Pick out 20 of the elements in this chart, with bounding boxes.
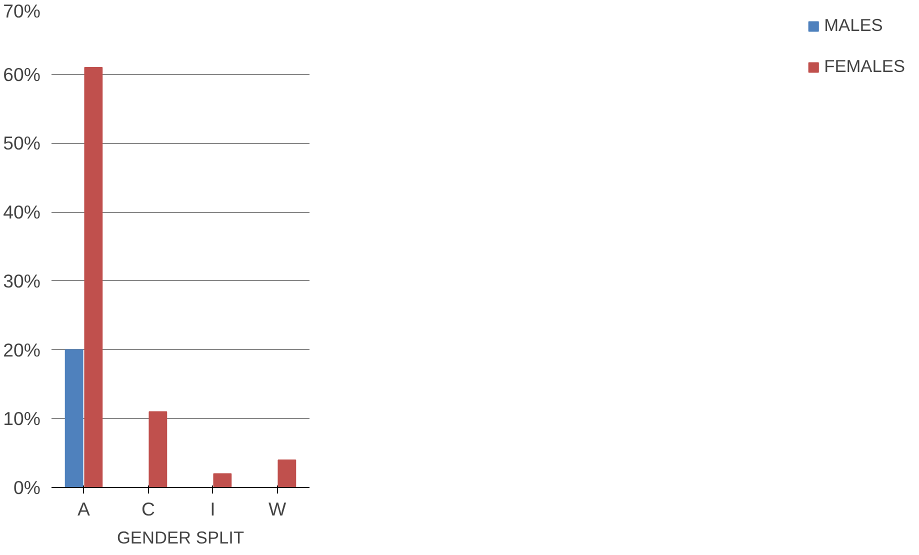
x-tick-label: I: [210, 498, 216, 520]
x-tick-label: W: [268, 498, 286, 520]
bar: [213, 473, 232, 488]
y-tick-label: 10%: [3, 408, 41, 430]
legend-label: FEMALES: [824, 56, 905, 77]
y-tick-label: 50%: [3, 132, 41, 154]
legend-label: MALES: [824, 15, 883, 36]
y-tick-label: 60%: [3, 64, 41, 85]
y-tick-label: 40%: [3, 202, 41, 223]
x-tick-label: C: [142, 498, 155, 520]
y-tick-label: 20%: [3, 339, 41, 360]
bar: [64, 349, 84, 488]
x-axis-title: GENDER SPLIT: [116, 528, 244, 548]
y-tick-label: 70%: [3, 0, 41, 22]
bar: [84, 66, 103, 488]
y-tick-label: 30%: [3, 270, 41, 292]
bar: [148, 411, 168, 488]
bar: [278, 459, 296, 488]
x-tick-label: A: [78, 498, 91, 520]
y-tick-label: 0%: [14, 477, 41, 498]
